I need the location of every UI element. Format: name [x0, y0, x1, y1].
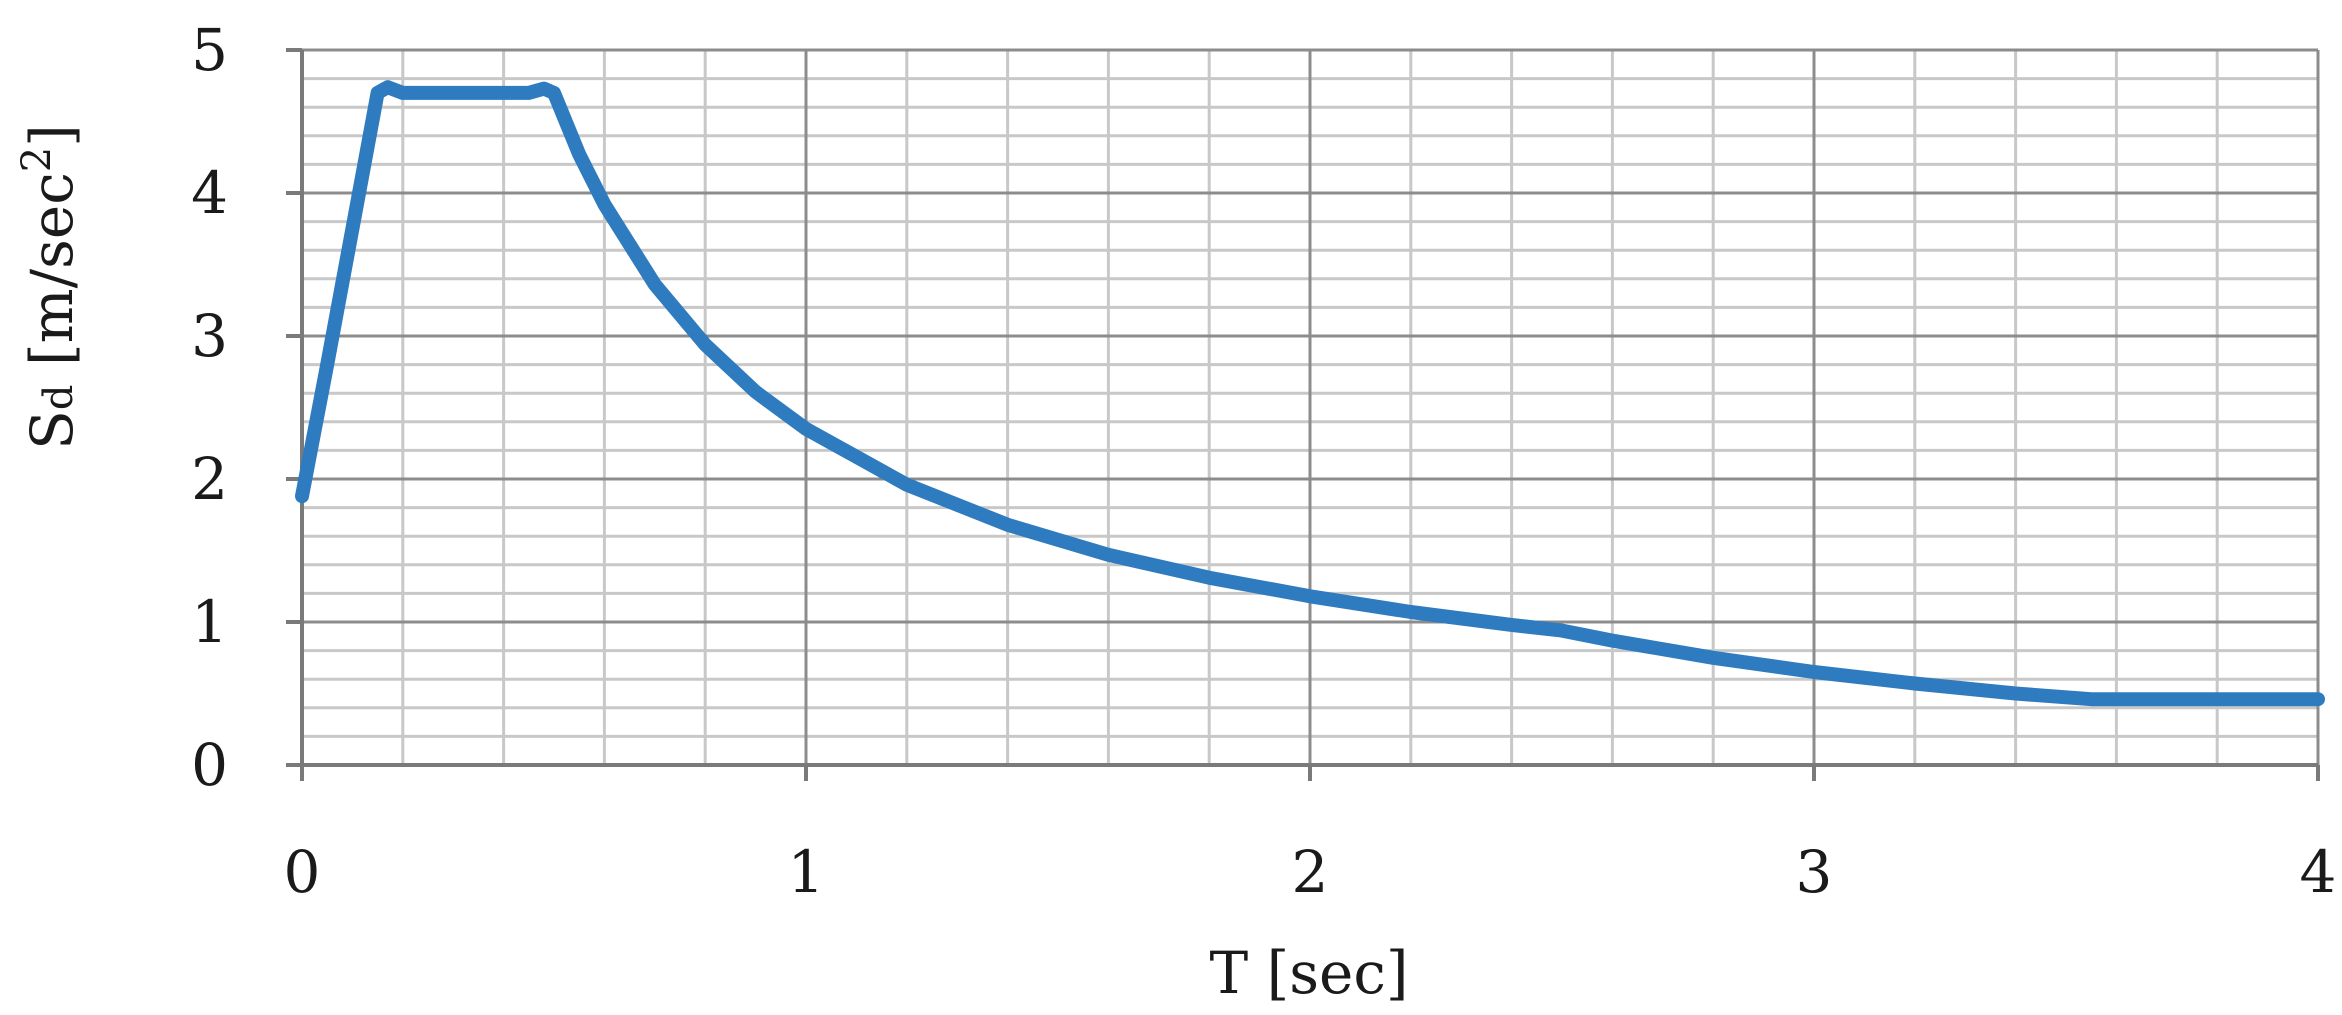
- y-tick-label: 2: [191, 445, 228, 513]
- axes: [286, 48, 2320, 781]
- x-tick-label: 2: [1292, 838, 1329, 906]
- y-axis-title: Sd [m/sec2]: [14, 124, 86, 450]
- y-tick-label: 1: [191, 588, 228, 656]
- x-axis-title: T [sec]: [1210, 939, 1409, 1007]
- y-axis-title-subscript: d: [36, 384, 82, 410]
- y-tick-label: 5: [191, 16, 228, 84]
- series-layer: [295, 80, 2325, 707]
- x-tick-label: 3: [1796, 838, 1833, 906]
- series-line: [295, 80, 2325, 707]
- y-tick-label: 0: [191, 731, 228, 799]
- y-axis-title-unit: [m/sec: [18, 172, 86, 384]
- grid: [302, 48, 2320, 765]
- x-tick-label: 0: [284, 838, 321, 906]
- y-axis-title-superscript: 2: [14, 147, 60, 172]
- y-axis-title-base: S: [18, 410, 86, 450]
- x-tick-label: 4: [2300, 838, 2337, 906]
- y-tick-label: 4: [191, 159, 228, 227]
- tick-labels: 0 1 2 3 4 0 1 2 3 4 5: [191, 16, 2336, 906]
- y-tick-label: 3: [191, 302, 228, 370]
- x-tick-label: 1: [788, 838, 825, 906]
- y-axis-title-close: ]: [18, 124, 86, 147]
